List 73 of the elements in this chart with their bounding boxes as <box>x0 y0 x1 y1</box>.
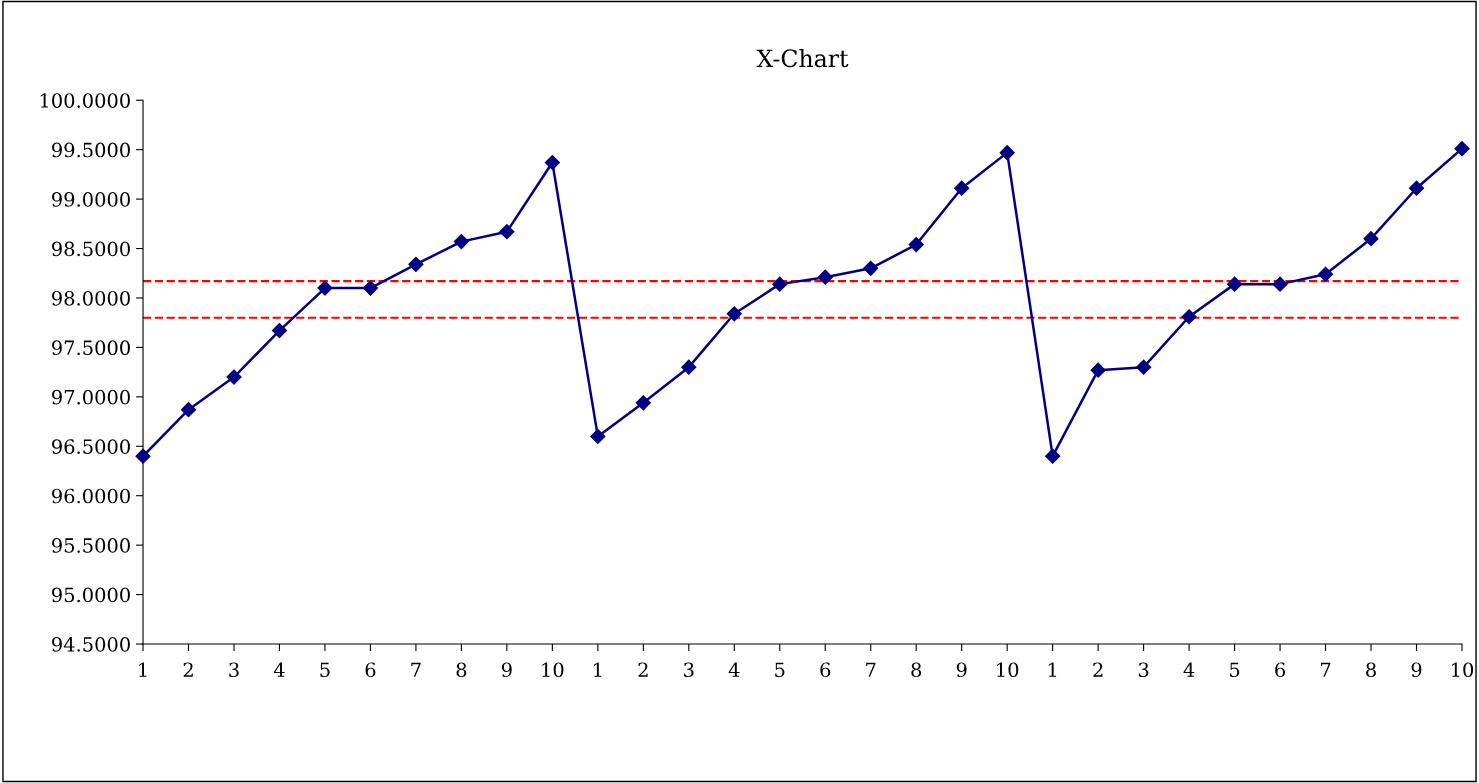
point <box>590 428 606 444</box>
y-tick-label: 100.0000 <box>40 93 130 108</box>
x-tick-label: 4 <box>273 662 285 677</box>
chart-title: X-Chart <box>756 48 849 68</box>
x-tick-label: 10 <box>542 662 564 678</box>
point <box>817 269 833 285</box>
x-tick-label: 7 <box>866 662 876 677</box>
point <box>1090 362 1106 378</box>
y-tick-label: 94.5000 <box>52 636 130 652</box>
point <box>1408 180 1425 196</box>
point <box>362 280 378 296</box>
point <box>317 280 333 296</box>
point <box>681 359 697 375</box>
y-tick-label: 96.0000 <box>52 488 130 504</box>
x-tick-label: 10 <box>997 662 1019 678</box>
point <box>1272 276 1288 292</box>
y-tick-label: 98.5000 <box>52 241 130 257</box>
point <box>226 369 242 385</box>
x-tick-label: 5 <box>320 662 330 678</box>
point <box>544 154 560 171</box>
x-tick-label: 1 <box>594 662 602 677</box>
x-tick-label: 3 <box>1138 662 1149 678</box>
x-tick-label: 5 <box>1230 662 1240 678</box>
point <box>1045 448 1061 464</box>
x-tick-label: 2 <box>1093 662 1103 677</box>
x-tick-label: 6 <box>365 662 376 678</box>
y-tick-label: 99.0000 <box>52 192 130 207</box>
point <box>726 306 742 322</box>
x-tick-label: 1 <box>1048 662 1057 677</box>
x-tick-label: 7 <box>1320 662 1331 677</box>
point <box>999 145 1015 161</box>
point <box>1227 276 1243 292</box>
x-tick-label: 9 <box>956 662 967 678</box>
point <box>1454 141 1470 157</box>
y-tick-label: 95.0000 <box>52 587 130 603</box>
x-tick-label: 4 <box>1183 662 1195 677</box>
x-tick-label: 5 <box>775 662 785 678</box>
y-tick-label: 97.5000 <box>52 340 130 356</box>
x-tick-label: 3 <box>684 662 694 678</box>
x-tick-label: 1 <box>139 662 147 677</box>
x-tick-label: 6 <box>820 662 831 678</box>
point <box>1136 359 1152 375</box>
x-tick-label: 2 <box>638 662 648 677</box>
point <box>635 395 651 411</box>
x-tick-label: 9 <box>501 662 512 678</box>
x-tick-label: 8 <box>911 662 922 678</box>
point <box>271 323 288 339</box>
x-tick-label: 9 <box>1411 662 1422 678</box>
y-tick-label: 96.5000 <box>52 439 130 454</box>
x-tick-label: 4 <box>728 662 740 677</box>
point <box>1181 309 1197 325</box>
y-tick-label: 97.0000 <box>52 389 130 405</box>
y-tick-label: 99.5000 <box>52 142 130 158</box>
point <box>1363 231 1379 247</box>
point <box>954 180 970 196</box>
x-tick-label: 3 <box>229 662 239 678</box>
point <box>772 276 788 292</box>
x-tick-label: 7 <box>411 662 421 677</box>
point <box>863 260 879 276</box>
point <box>499 224 515 240</box>
point <box>908 237 924 253</box>
point <box>408 256 424 272</box>
point <box>135 448 151 464</box>
x-tick-label: 6 <box>1275 662 1286 678</box>
x-tick-label: 2 <box>183 662 193 677</box>
point <box>180 402 197 418</box>
y-tick-label: 95.5000 <box>52 538 130 553</box>
x-tick-label: 8 <box>456 662 467 678</box>
point <box>1317 266 1334 282</box>
point <box>453 234 469 250</box>
y-tick-label: 98.0000 <box>52 290 130 306</box>
x-tick-label: 10 <box>1451 662 1474 678</box>
x-tick-label: 8 <box>1366 662 1376 678</box>
